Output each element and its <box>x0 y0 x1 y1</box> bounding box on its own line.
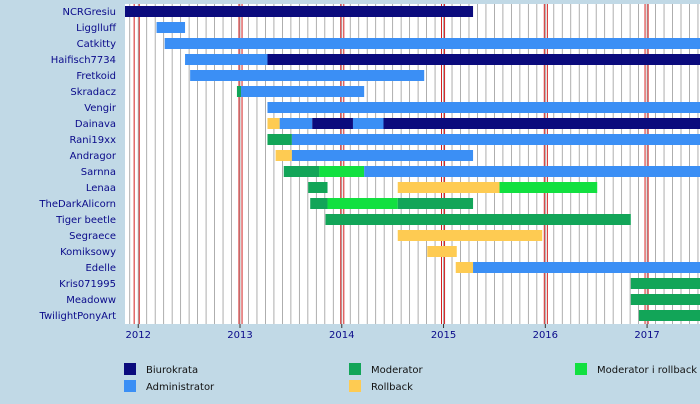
role-bar-moderator <box>630 294 700 305</box>
legend-label: Rollback <box>371 382 413 393</box>
role-bar-biurokrata <box>125 6 474 17</box>
legend-label: Moderator <box>371 365 424 376</box>
role-bar-moderator <box>638 310 700 321</box>
role-bar-admin <box>185 54 268 65</box>
legend-swatch-admin <box>124 380 136 392</box>
user-label: Haifisch7734 <box>51 55 116 66</box>
role-bar-admin <box>241 86 365 97</box>
role-bar-biurokrata <box>383 118 700 129</box>
role-bar-rollback <box>397 230 543 241</box>
role-bar-moderator <box>630 278 700 289</box>
x-tick-label: 2015 <box>431 330 456 341</box>
legend: Biurokrata Administrator Moderator Rollback… <box>124 363 697 393</box>
user-label: TheDarkAlicorn <box>38 199 116 210</box>
role-bar-admin <box>279 118 313 129</box>
user-label: Komiksowy <box>60 247 116 258</box>
user-label: Rani19xx <box>69 135 116 146</box>
role-bar-moderator <box>308 182 328 193</box>
role-bar-admin <box>267 102 700 113</box>
role-bar-admin <box>364 166 700 177</box>
legend-label: Moderator i rollback <box>597 365 697 376</box>
user-label: Tiger beetle <box>55 215 116 226</box>
role-bar-admin <box>190 70 425 81</box>
role-bar-moderator <box>325 214 631 225</box>
user-label: Vengir <box>84 103 117 114</box>
role-bar-admin <box>352 118 384 129</box>
role-bar-modrb <box>499 182 598 193</box>
user-label: Meadoww <box>66 295 116 306</box>
role-bar-rollback <box>267 118 280 129</box>
plot-area <box>125 4 700 324</box>
user-label: Lenaa <box>86 183 116 194</box>
role-bar-modrb <box>327 198 398 209</box>
user-label: Catkitty <box>77 39 116 50</box>
user-label: Andragor <box>70 151 117 162</box>
role-bar-moderator <box>267 134 292 145</box>
legend-label: Administrator <box>146 382 215 393</box>
x-tick-label: 2013 <box>227 330 252 341</box>
user-label: Dainava <box>75 119 116 130</box>
role-bar-biurokrata <box>312 118 353 129</box>
role-bar-moderator <box>397 198 474 209</box>
legend-label: Biurokrata <box>146 365 198 376</box>
legend-swatch-rollback <box>349 380 361 392</box>
user-label: TwilightPonyArt <box>39 311 117 322</box>
user-label: Sarnna <box>81 167 116 178</box>
x-tick-label: 2016 <box>533 330 558 341</box>
legend-swatch-modrb <box>575 363 587 375</box>
role-bar-modrb <box>319 166 365 177</box>
legend-swatch-biurokrata <box>124 363 136 375</box>
role-bar-rollback <box>427 246 457 257</box>
role-bar-rollback <box>275 150 292 161</box>
x-axis-ticks: 2012 2013 2014 2015 2016 2017 <box>126 324 660 341</box>
user-label: NCRGresiu <box>62 7 116 18</box>
role-bar-moderator <box>236 86 242 97</box>
user-label: Kris071995 <box>59 279 116 290</box>
role-bar-admin <box>291 134 700 145</box>
role-bar-admin <box>156 22 186 33</box>
legend-swatch-moderator <box>349 363 361 375</box>
x-tick-label: 2017 <box>634 330 659 341</box>
role-bar-admin <box>291 150 474 161</box>
role-bar-rollback <box>455 262 474 273</box>
user-label: Edelle <box>85 263 116 274</box>
user-label: Skradacz <box>70 87 116 98</box>
user-label: Fretkoid <box>76 71 116 82</box>
user-labels: NCRGresiu Ligglluff Catkitty Haifisch7734 Fr… <box>38 7 117 322</box>
role-bar-moderator <box>310 198 328 209</box>
user-label: Segraece <box>69 231 116 242</box>
x-tick-label: 2014 <box>329 330 354 341</box>
user-label: Ligglluff <box>76 23 117 34</box>
role-bar-biurokrata <box>267 54 700 65</box>
role-bar-moderator <box>283 166 320 177</box>
role-bars <box>125 6 700 321</box>
role-bar-rollback <box>397 182 500 193</box>
role-bar-admin <box>473 262 700 273</box>
x-tick-label: 2012 <box>126 330 151 341</box>
role-bar-admin <box>164 38 700 49</box>
